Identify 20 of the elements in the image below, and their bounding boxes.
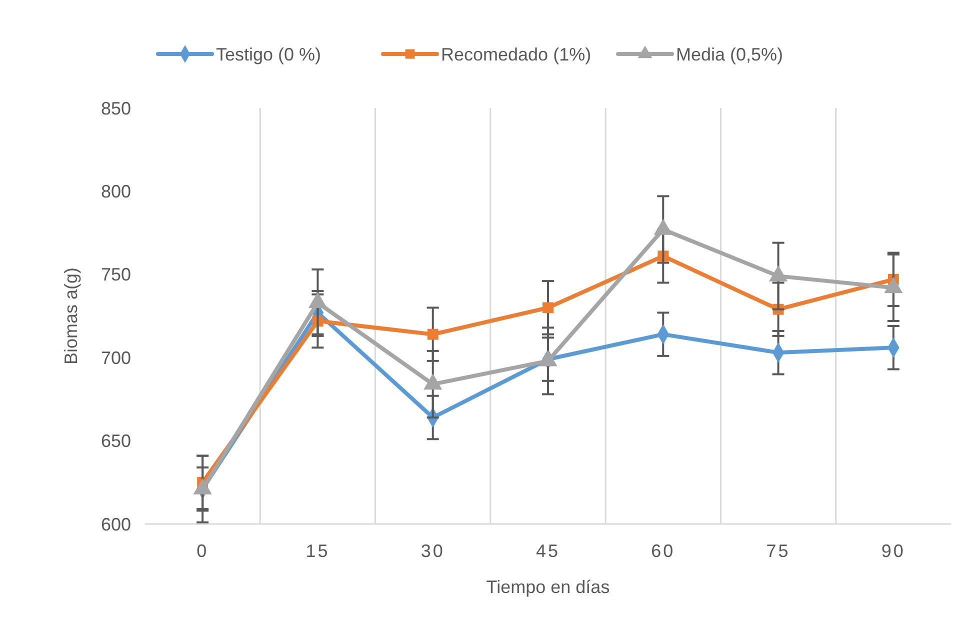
y-axis-title: Biomas a(g) (61, 267, 81, 365)
y-tick-label: 600 (100, 514, 131, 534)
x-tick-label: 90 (881, 541, 906, 561)
x-tick-label: 60 (651, 541, 676, 561)
y-tick-label: 700 (100, 348, 131, 368)
x-axis-title: Tiempo en días (486, 577, 610, 597)
point (427, 328, 438, 340)
x-tick-label: 15 (306, 541, 330, 561)
y-tick-label: 750 (100, 264, 131, 285)
legend-label: Testigo (0 %) (216, 44, 322, 64)
legend-label: Media (0,5%) (676, 44, 784, 64)
x-tick-label: 0 (196, 541, 209, 561)
point (542, 302, 554, 314)
y-tick-label: 650 (100, 431, 131, 452)
legend-label: Recomedado (1%) (441, 44, 592, 64)
y-tick-label: 850 (100, 98, 131, 118)
y-tick-label: 800 (100, 182, 131, 202)
x-tick-label: 75 (766, 541, 790, 561)
x-tick-label: 30 (420, 541, 445, 561)
x-tick-label: 45 (536, 541, 560, 561)
